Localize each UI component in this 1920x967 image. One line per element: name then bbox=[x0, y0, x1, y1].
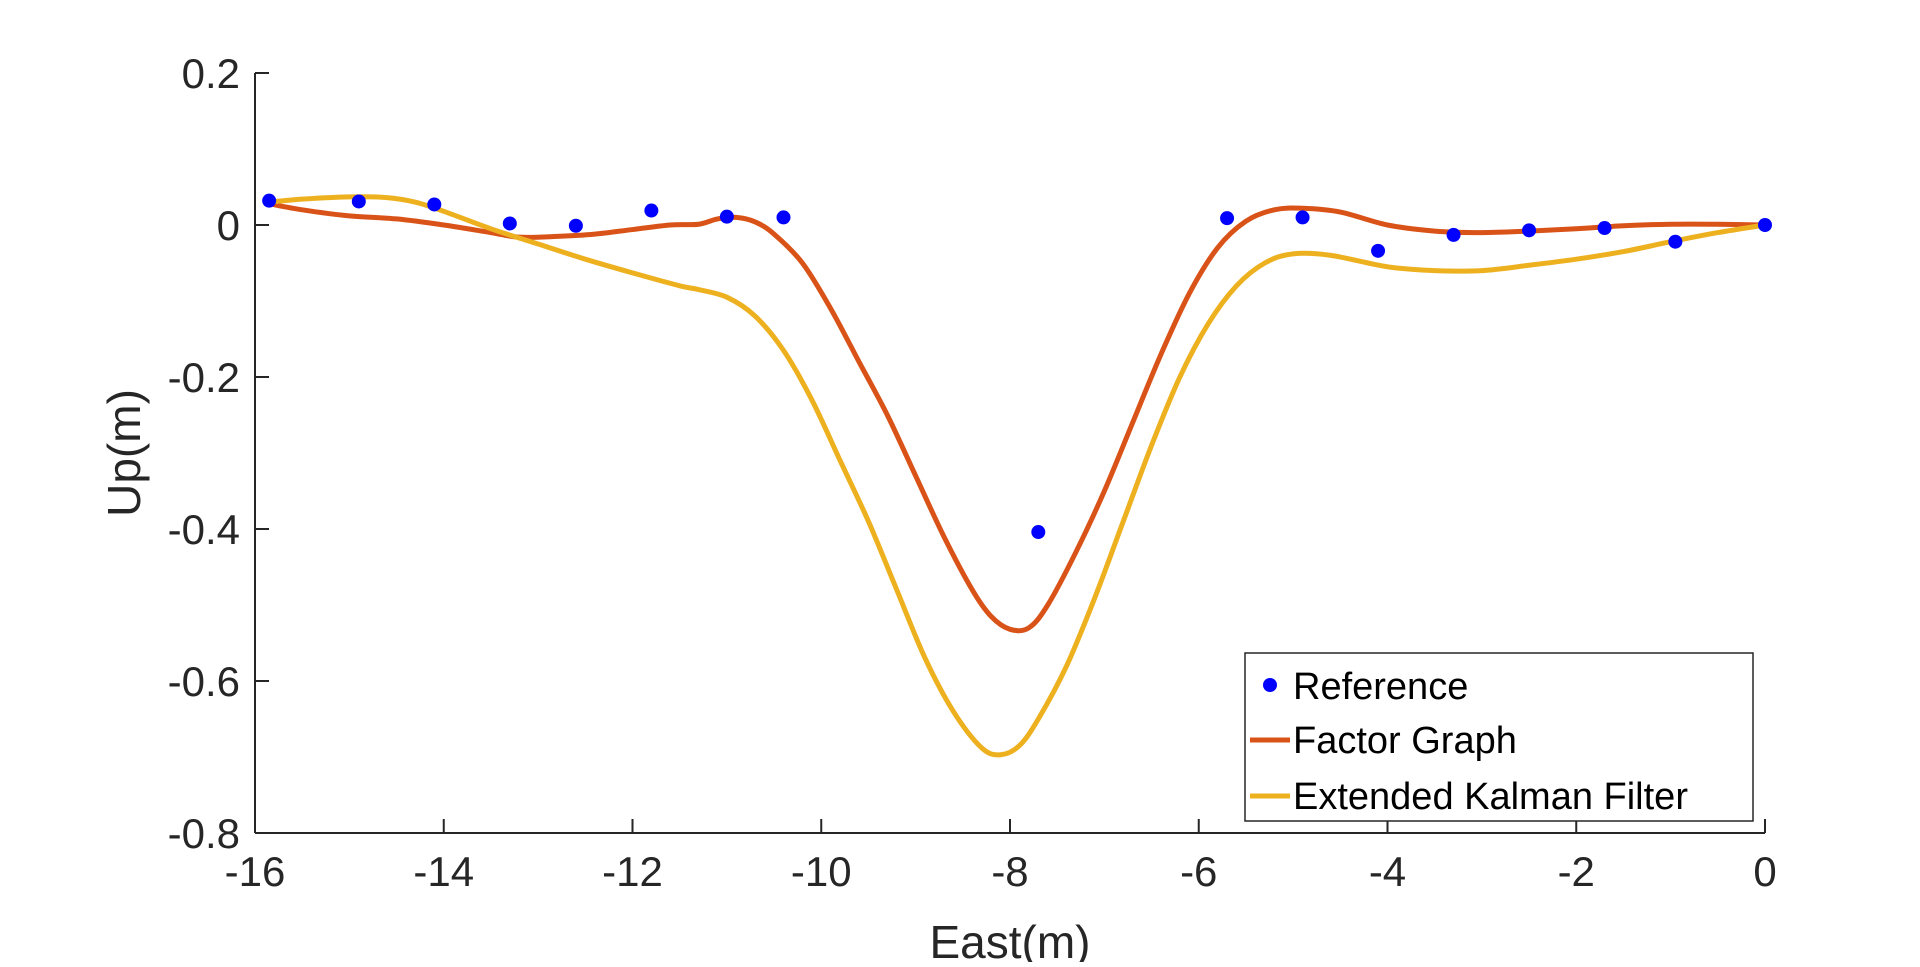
reference-point bbox=[262, 193, 277, 208]
reference-point bbox=[1522, 223, 1537, 238]
x-tick-label: -10 bbox=[791, 848, 852, 895]
reference-point bbox=[1031, 525, 1046, 540]
y-tick-label: 0.2 bbox=[182, 50, 240, 97]
x-tick-label: -8 bbox=[991, 848, 1028, 895]
legend-marker-reference bbox=[1263, 678, 1277, 692]
reference-point bbox=[1597, 221, 1612, 236]
y-tick-label: -0.4 bbox=[168, 506, 240, 553]
x-tick-label: -12 bbox=[602, 848, 663, 895]
y-tick-label: 0 bbox=[217, 202, 240, 249]
legend-box bbox=[1244, 652, 1754, 822]
reference-point bbox=[502, 216, 517, 231]
reference-point bbox=[1371, 243, 1386, 258]
reference-point bbox=[568, 218, 583, 233]
x-tick-label: -2 bbox=[1558, 848, 1595, 895]
series-line-ekf bbox=[266, 194, 1768, 758]
y-axis-label: Up(m) bbox=[98, 389, 150, 517]
reference-point bbox=[776, 210, 791, 225]
x-tick-label: 0 bbox=[1753, 848, 1776, 895]
plot-area bbox=[262, 193, 1772, 758]
reference-point bbox=[1758, 218, 1772, 232]
x-tick-label: -16 bbox=[225, 848, 286, 895]
y-ticks: 0.2 0 -0.2 -0.4 -0.6 -0.8 bbox=[168, 50, 269, 857]
reference-point bbox=[719, 209, 734, 224]
reference-point bbox=[1295, 210, 1310, 225]
legend-label-ekf: Extended Kalman Filter bbox=[1293, 776, 1688, 818]
x-ticks: -16 -14 -12 -10 -8 -6 -4 -2 0 bbox=[225, 819, 1777, 895]
x-tick-label: -14 bbox=[413, 848, 474, 895]
reference-point bbox=[1220, 211, 1235, 226]
reference-point bbox=[427, 197, 442, 212]
legend-label-factor-graph: Factor Graph bbox=[1293, 720, 1517, 762]
reference-point bbox=[1668, 234, 1683, 249]
x-axis-label: East(m) bbox=[930, 916, 1091, 962]
x-tick-label: -4 bbox=[1369, 848, 1406, 895]
y-tick-label: -0.8 bbox=[168, 810, 240, 857]
legend: Reference Factor Graph Extended Kalman F… bbox=[1244, 652, 1754, 822]
series-line-factor-graph bbox=[266, 201, 1768, 634]
y-tick-label: -0.6 bbox=[168, 658, 240, 705]
reference-point bbox=[351, 194, 366, 209]
reference-point bbox=[644, 203, 659, 218]
reference-point bbox=[1446, 227, 1461, 242]
legend-label-reference: Reference bbox=[1293, 666, 1468, 708]
x-tick-label: -6 bbox=[1180, 848, 1217, 895]
y-tick-label: -0.2 bbox=[168, 354, 240, 401]
